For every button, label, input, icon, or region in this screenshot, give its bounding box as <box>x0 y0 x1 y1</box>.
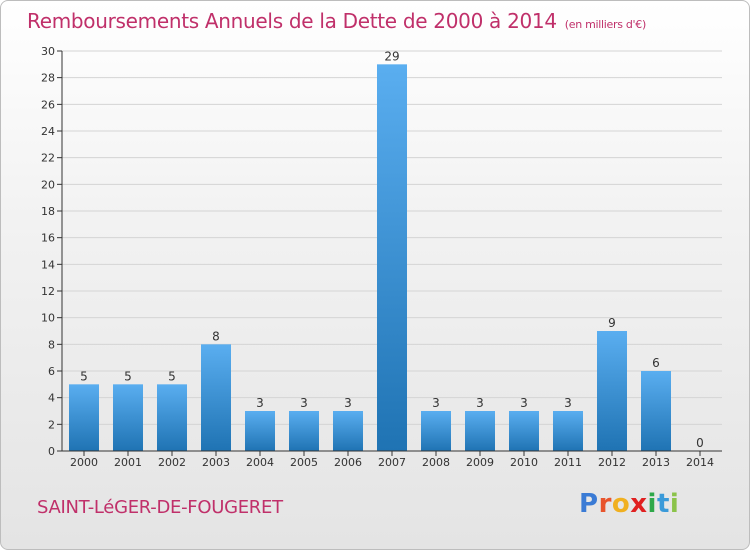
data-label-2014: 0 <box>696 436 704 450</box>
x-tick-label-2009: 2009 <box>466 456 494 469</box>
y-tick-label: 12 <box>41 285 55 298</box>
bar-2003 <box>201 344 231 451</box>
place-name: SAINT-LéGER-DE-FOUGERET <box>37 497 283 518</box>
y-tick-label: 24 <box>41 125 55 138</box>
bar-2005 <box>289 411 319 451</box>
axes <box>57 50 722 456</box>
chart-subtitle: (en milliers d'€) <box>564 18 646 31</box>
data-label-2002: 5 <box>168 369 176 383</box>
x-tick-label-2005: 2005 <box>290 456 318 469</box>
x-tick-label-2004: 2004 <box>246 456 274 469</box>
logo-letter: i <box>669 489 680 519</box>
chart-title-text: Remboursements Annuels de la Dette de 20… <box>27 9 557 33</box>
logo-letter: i <box>647 489 657 519</box>
y-tick-label: 22 <box>41 152 55 165</box>
x-tick-label-2011: 2011 <box>554 456 582 469</box>
data-label-2008: 3 <box>432 396 440 410</box>
data-label-2003: 8 <box>212 329 220 343</box>
logo-letter: r <box>598 489 612 519</box>
proxiti-logo: Proxiti <box>579 489 679 519</box>
bar-2011 <box>553 411 583 451</box>
y-tick-label: 0 <box>48 445 55 458</box>
data-label-2012: 9 <box>608 316 616 330</box>
labels: 0246810121416182022242628305200052001520… <box>41 45 714 469</box>
bar-2004 <box>245 411 275 451</box>
x-tick-label-2010: 2010 <box>510 456 538 469</box>
bar-2009 <box>465 411 495 451</box>
y-tick-label: 26 <box>41 98 55 111</box>
data-label-2007: 29 <box>384 49 399 63</box>
x-tick-label-2000: 2000 <box>70 456 98 469</box>
bar-2006 <box>333 411 363 451</box>
logo-letter: o <box>611 489 631 519</box>
data-label-2013: 6 <box>652 356 660 370</box>
bar-2007 <box>377 64 407 452</box>
data-label-2006: 3 <box>344 396 352 410</box>
x-tick-label-2012: 2012 <box>598 456 626 469</box>
y-tick-label: 8 <box>48 338 55 351</box>
x-tick-label-2001: 2001 <box>114 456 142 469</box>
x-tick-label-2014: 2014 <box>686 456 714 469</box>
data-label-2005: 3 <box>300 396 308 410</box>
bar-2010 <box>509 411 539 451</box>
x-tick-label-2013: 2013 <box>642 456 670 469</box>
x-tick-label-2003: 2003 <box>202 456 230 469</box>
bar-2001 <box>113 384 143 451</box>
y-tick-label: 6 <box>48 365 55 378</box>
y-tick-label: 2 <box>48 418 55 431</box>
bar-2002 <box>157 384 187 451</box>
bar-2013 <box>641 371 671 451</box>
bar-2000 <box>69 384 99 451</box>
data-label-2001: 5 <box>124 369 132 383</box>
logo-letter: x <box>630 489 648 519</box>
x-tick-label-2007: 2007 <box>378 456 406 469</box>
y-tick-label: 14 <box>41 258 55 271</box>
data-label-2010: 3 <box>520 396 528 410</box>
y-tick-label: 20 <box>41 178 55 191</box>
data-label-2004: 3 <box>256 396 264 410</box>
x-tick-label-2008: 2008 <box>422 456 450 469</box>
bars <box>69 64 671 452</box>
y-tick-label: 4 <box>48 392 55 405</box>
y-tick-label: 18 <box>41 205 55 218</box>
data-label-2000: 5 <box>80 369 88 383</box>
x-tick-label-2006: 2006 <box>334 456 362 469</box>
y-tick-label: 30 <box>41 45 55 58</box>
chart-title: Remboursements Annuels de la Dette de 20… <box>27 9 646 33</box>
data-label-2009: 3 <box>476 396 484 410</box>
x-tick-label-2002: 2002 <box>158 456 186 469</box>
logo-letter: P <box>579 489 599 519</box>
data-label-2011: 3 <box>564 396 572 410</box>
y-tick-label: 10 <box>41 312 55 325</box>
bar-2008 <box>421 411 451 451</box>
y-tick-label: 28 <box>41 72 55 85</box>
logo-letter: t <box>656 489 670 519</box>
bar-2012 <box>597 331 627 451</box>
y-tick-label: 16 <box>41 232 55 245</box>
